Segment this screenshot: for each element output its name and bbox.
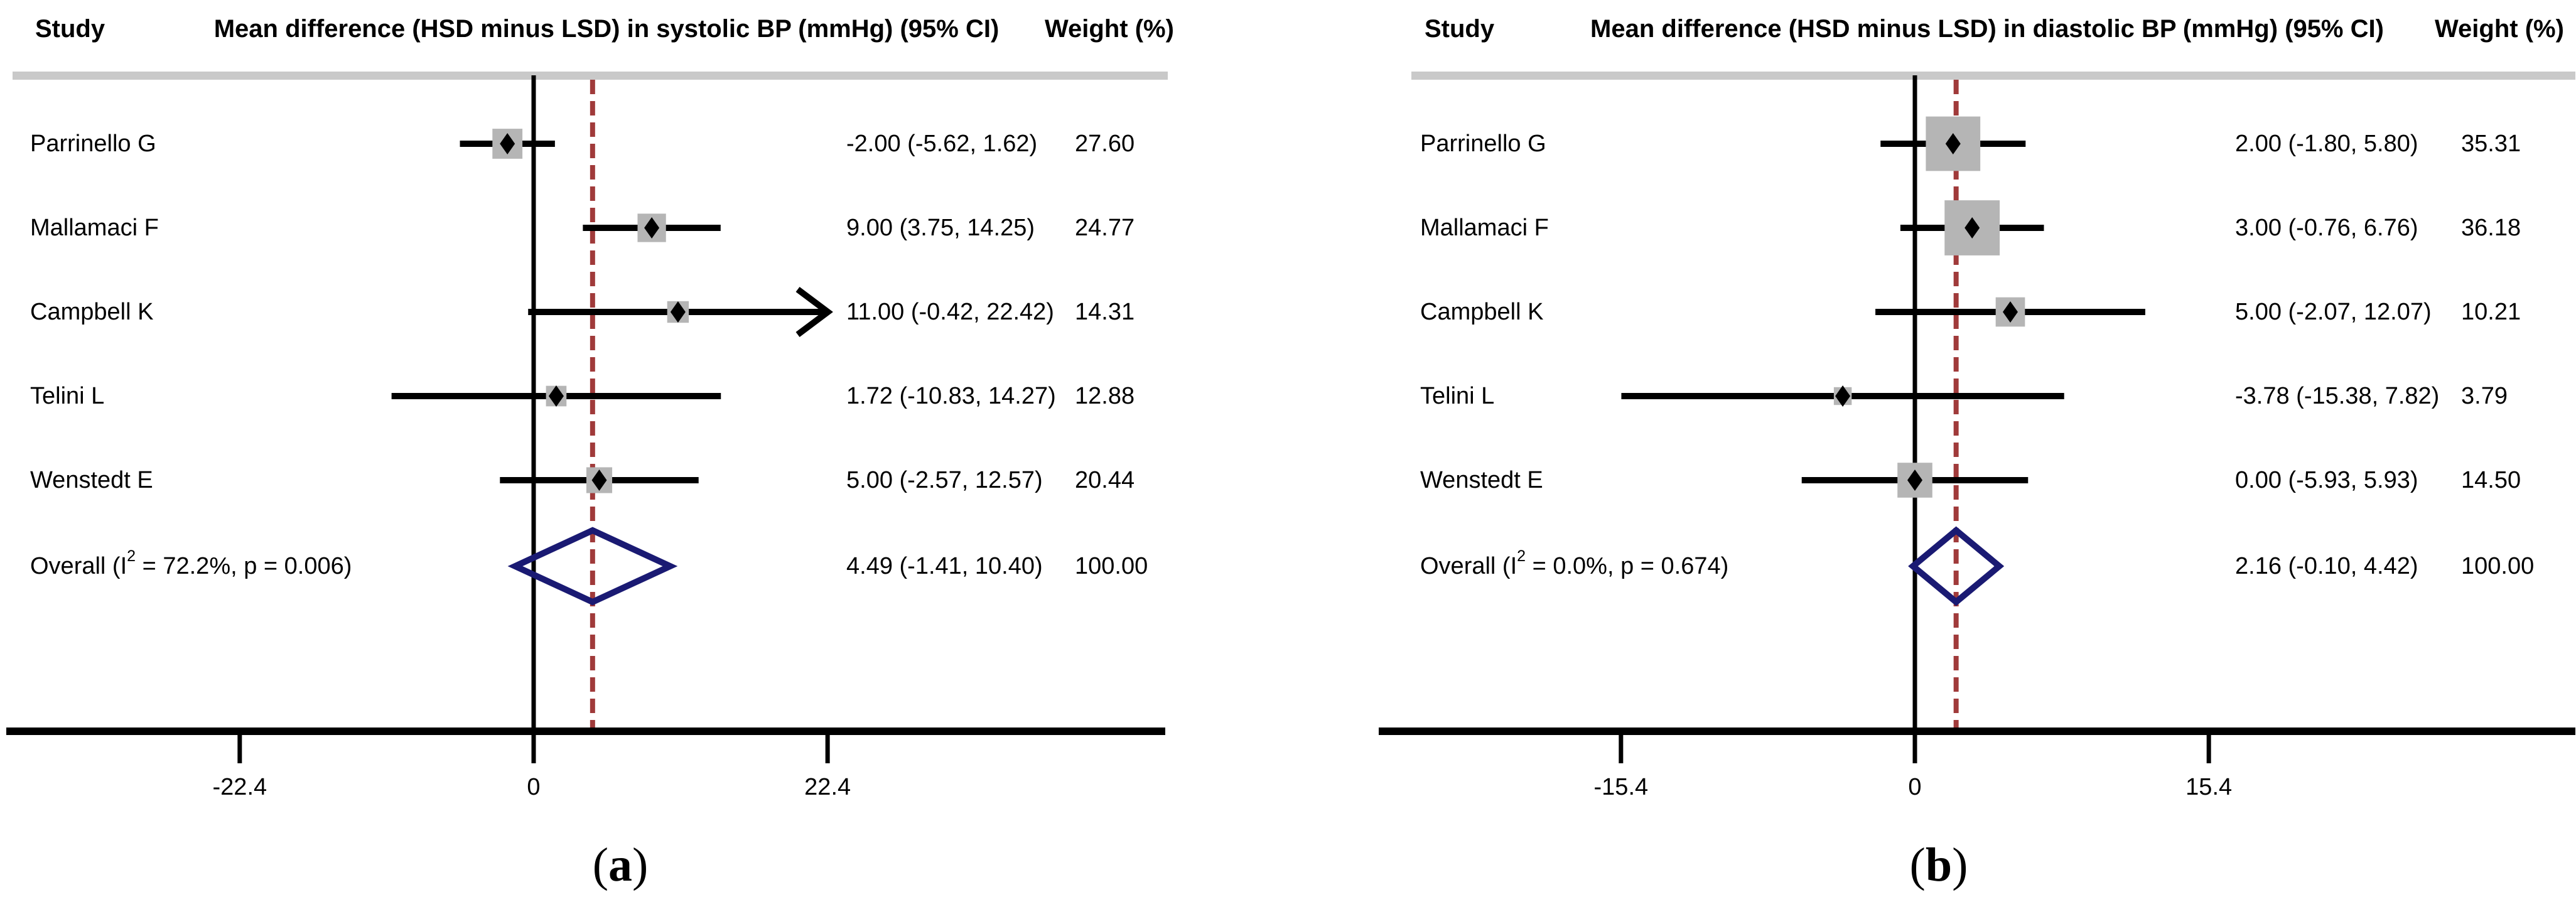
weight-value: 10.21 (2461, 299, 2521, 325)
study-label: Telini L (1420, 383, 1494, 409)
weight-value: 36.18 (2461, 215, 2521, 241)
column-header-weight: Weight (%) (1045, 15, 1174, 43)
panel-a: Study Mean difference (HSD minus LSD) in … (6, 15, 1174, 891)
study-label: Telini L (30, 383, 104, 409)
point-estimate-marker (670, 301, 686, 323)
study-row: Mallamaci F 3.00 (-0.76, 6.76) 36.18 (1420, 200, 2521, 255)
column-header-effect: Mean difference (HSD minus LSD) in diast… (1590, 15, 2384, 43)
study-label: Parrinello G (1420, 131, 1546, 157)
panel-b: Study Mean difference (HSD minus LSD) in … (1379, 15, 2575, 891)
weight-value: 14.50 (2461, 467, 2521, 493)
x-axis-tick-label: -15.4 (1594, 774, 1649, 800)
study-row: Mallamaci F 9.00 (3.75, 14.25) 24.77 (30, 213, 1134, 242)
ci-value: 5.00 (-2.07, 12.07) (2235, 299, 2432, 325)
study-label: Campbell K (30, 299, 153, 325)
overall-row: Overall (I2 = 72.2%, p = 0.006) 4.49 (-1.… (30, 527, 1148, 606)
column-header-study: Study (1425, 15, 1495, 43)
ci-value: 11.00 (-0.42, 22.42) (846, 299, 1054, 325)
column-header-effect: Mean difference (HSD minus LSD) in systo… (214, 15, 1000, 43)
study-row: Wenstedt E 5.00 (-2.57, 12.57) 20.44 (30, 467, 1134, 493)
point-estimate-marker (500, 133, 515, 154)
point-estimate-marker (1835, 385, 1851, 407)
study-row: Parrinello G 2.00 (-1.80, 5.80) 35.31 (1420, 116, 2521, 171)
overall-label: Overall (I2 = 0.0%, p = 0.674) (1420, 547, 1728, 579)
overall-ci-value: 4.49 (-1.41, 10.40) (846, 553, 1043, 579)
weight-value: 14.31 (1075, 299, 1134, 325)
ci-value: 0.00 (-5.93, 5.93) (2235, 467, 2418, 493)
overall-diamond (1908, 526, 2005, 606)
ci-value: -2.00 (-5.62, 1.62) (846, 131, 1037, 157)
point-estimate-marker (548, 385, 564, 407)
point-estimate-marker (2003, 301, 2018, 323)
study-row: Parrinello G -2.00 (-5.62, 1.62) 27.60 (30, 129, 1134, 159)
x-axis-tick-label: 22.4 (804, 774, 851, 800)
overall-diamond (507, 527, 678, 606)
ci-value: 5.00 (-2.57, 12.57) (846, 467, 1043, 493)
weight-value: 35.31 (2461, 131, 2521, 157)
header-rule (13, 72, 1168, 80)
overall-row: Overall (I2 = 0.0%, p = 0.674) 2.16 (-0.1… (1420, 526, 2534, 606)
study-label: Mallamaci F (1420, 215, 1549, 241)
weight-value: 24.77 (1075, 215, 1134, 241)
column-header-weight: Weight (%) (2435, 15, 2564, 43)
point-estimate-marker (1907, 470, 1922, 491)
ci-value: 9.00 (3.75, 14.25) (846, 215, 1035, 241)
weight-value: 3.79 (2461, 383, 2508, 409)
overall-label: Overall (I2 = 72.2%, p = 0.006) (30, 547, 352, 579)
study-label: Campbell K (1420, 299, 1543, 325)
x-axis-tick-label: 15.4 (2185, 774, 2232, 800)
ci-value: 3.00 (-0.76, 6.76) (2235, 215, 2418, 241)
ci-value: -3.78 (-15.38, 7.82) (2235, 383, 2439, 409)
ci-value: 1.72 (-10.83, 14.27) (846, 383, 1056, 409)
panel-caption: (b) (1910, 839, 1968, 891)
column-header-study: Study (35, 15, 105, 43)
point-estimate-marker (1964, 217, 1980, 239)
point-estimate-marker (1945, 133, 1961, 154)
weight-value: 27.60 (1075, 131, 1134, 157)
study-label: Mallamaci F (30, 215, 159, 241)
study-label: Parrinello G (30, 131, 156, 157)
study-row: Telini L 1.72 (-10.83, 14.27) 12.88 (30, 383, 1134, 409)
panel-caption: (a) (593, 839, 649, 891)
point-estimate-marker (644, 217, 660, 239)
study-label: Wenstedt E (1420, 467, 1543, 493)
header-rule (1411, 72, 2575, 80)
study-row: Campbell K 11.00 (-0.42, 22.42) 14.31 (30, 287, 1134, 337)
ci-value: 2.00 (-1.80, 5.80) (2235, 131, 2418, 157)
study-label: Wenstedt E (30, 467, 153, 493)
ci-arrow-right (795, 287, 833, 337)
weight-value: 20.44 (1075, 467, 1134, 493)
weight-value: 12.88 (1075, 383, 1134, 409)
overall-weight-value: 100.00 (2461, 553, 2534, 579)
x-axis-tick-label: -22.4 (213, 774, 267, 800)
x-axis-tick-label: 0 (527, 774, 540, 800)
overall-ci-value: 2.16 (-0.10, 4.42) (2235, 553, 2418, 579)
point-estimate-marker (591, 470, 607, 491)
overall-weight-value: 100.00 (1075, 553, 1148, 579)
study-row: Telini L -3.78 (-15.38, 7.82) 3.79 (1420, 383, 2508, 409)
study-row: Wenstedt E 0.00 (-5.93, 5.93) 14.50 (1420, 463, 2521, 498)
x-axis-tick-label: 0 (1908, 774, 1921, 800)
study-row: Campbell K 5.00 (-2.07, 12.07) 10.21 (1420, 297, 2521, 327)
